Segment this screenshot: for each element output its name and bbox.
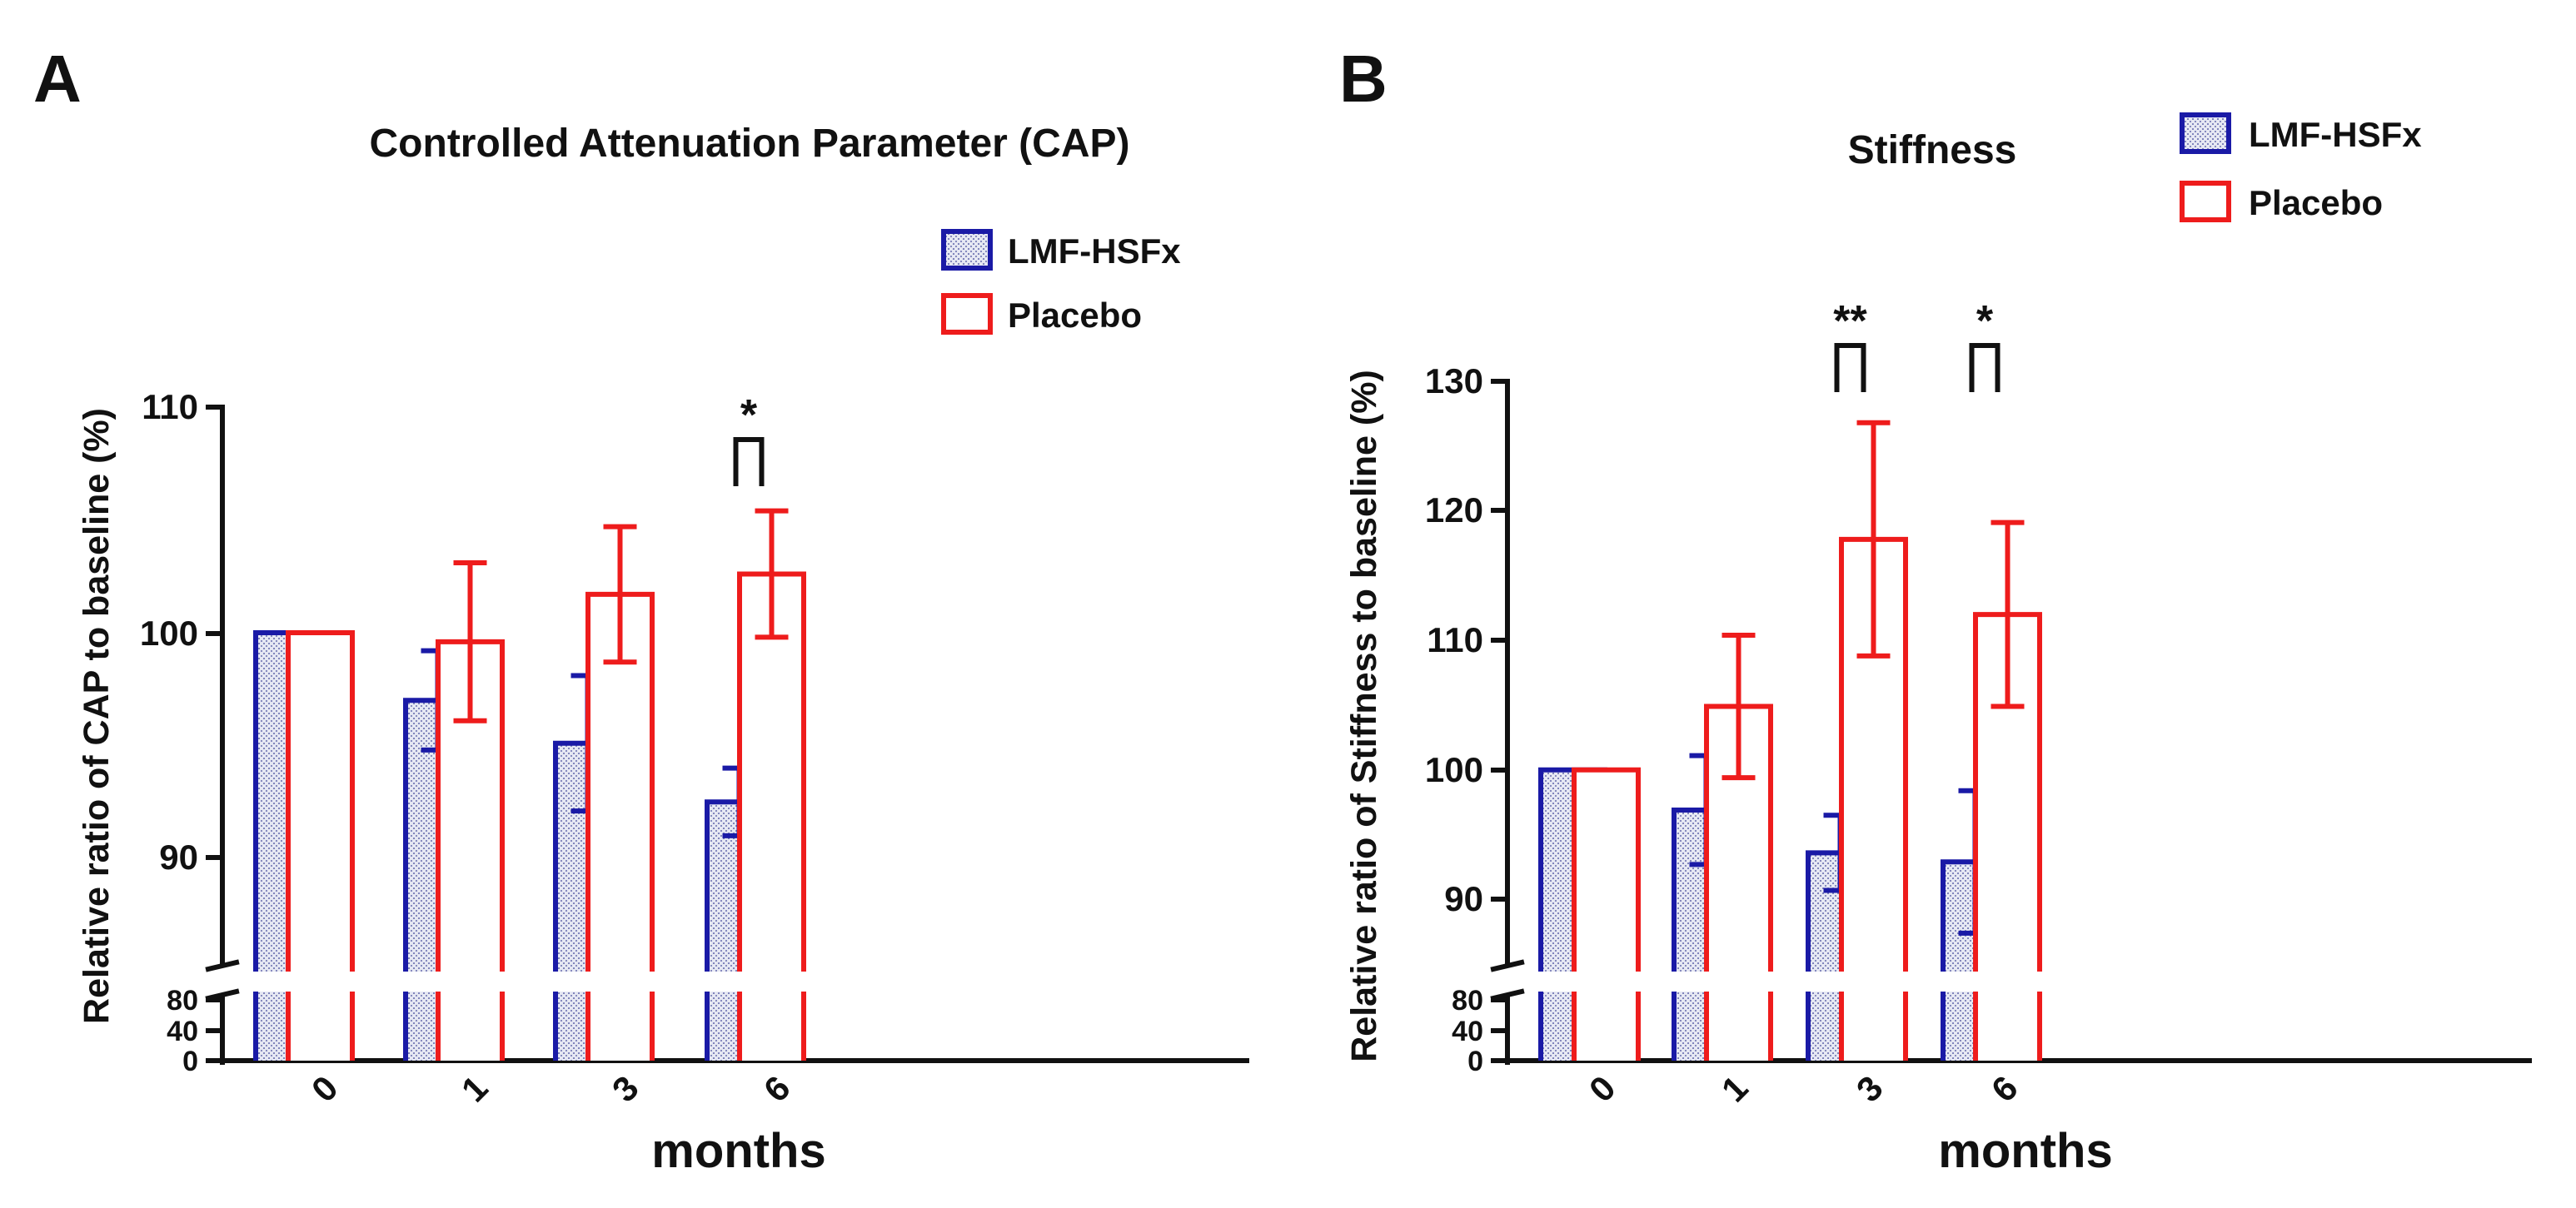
legend: LMF-HSFx Placebo	[941, 229, 1181, 335]
y-tick-label: 90	[1444, 879, 1483, 918]
significance-label: **	[1833, 297, 1867, 345]
panel-b: B Stiffness LMF-HSFx Placebo Relative ra…	[1339, 42, 2532, 1178]
significance-bracket	[1969, 343, 2001, 392]
significance-label: *	[1976, 297, 1994, 345]
axis-break-gap	[1837, 972, 1910, 992]
y-tick-label: 130	[1425, 361, 1483, 400]
y-tick-label: 0	[182, 1046, 198, 1077]
x-tick-label: 0	[304, 1068, 346, 1110]
significance-bracket	[1834, 343, 1866, 392]
y-axis-label: Relative ratio of CAP to baseline (%)	[77, 408, 117, 1024]
legend-label-placebo: Placebo	[1008, 296, 1142, 335]
y-tick-label: 40	[1452, 1016, 1483, 1047]
legend: LMF-HSFx Placebo	[2180, 112, 2422, 222]
y-tick-label: 90	[159, 838, 198, 877]
y-tick-label: 110	[142, 387, 198, 426]
bar-fill-placebo	[288, 633, 352, 1061]
legend-swatch-placebo	[941, 293, 993, 335]
panel-a: A Controlled Attenuation Parameter (CAP)…	[33, 42, 1249, 1178]
y-axis-label: Relative ratio of Stiffness to baseline …	[1344, 370, 1384, 1062]
bar-placebo-0	[1572, 767, 1641, 1061]
y-tick-label: 80	[1452, 985, 1483, 1017]
x-tick-label: 1	[454, 1068, 496, 1110]
y-tick-label: 40	[167, 1016, 198, 1047]
axis-break-gap	[1702, 972, 1775, 992]
y-axis	[205, 405, 240, 1065]
y-tick-label: 100	[140, 614, 198, 653]
legend-swatch-lmf-hsfx	[941, 229, 993, 271]
x-tick-label: 0	[1582, 1068, 1623, 1110]
axis-break-gap	[584, 972, 656, 992]
significance-marks: ** *	[1833, 297, 2001, 392]
chart-title: Stiffness	[1848, 128, 2017, 172]
legend-label-lmf-hsfx: LMF-HSFx	[2249, 115, 2422, 154]
axis-break-gap	[284, 972, 356, 992]
x-ticks: 0 1 3 6	[304, 1068, 798, 1110]
y-tick-label: 80	[167, 985, 198, 1017]
legend-label-placebo: Placebo	[2249, 183, 2383, 222]
significance-marks: *	[733, 391, 765, 486]
axis-break-gap	[735, 972, 808, 992]
x-axis-label: months	[651, 1124, 825, 1178]
x-axis-label: months	[1938, 1124, 2112, 1178]
legend-swatch-lmf-hsfx	[2180, 112, 2231, 154]
legend-label-lmf-hsfx: LMF-HSFx	[1008, 231, 1181, 271]
x-ticks: 0 1 3 6	[1582, 1068, 2025, 1110]
bar-fill-placebo	[1574, 769, 1638, 1061]
x-tick-label: 3	[605, 1068, 646, 1110]
y-tick-label: 120	[1425, 490, 1483, 529]
axis-break-gap	[1971, 972, 2044, 992]
bar-placebo-0	[286, 630, 355, 1061]
panel-letter-b: B	[1339, 42, 1388, 116]
bars	[252, 508, 808, 1061]
x-tick-label: 6	[1984, 1068, 2025, 1110]
axis-break-gap	[434, 972, 506, 992]
significance-bracket	[733, 437, 765, 486]
y-tick-label: 0	[1467, 1046, 1483, 1077]
chart-title: Controlled Attenuation Parameter (CAP)	[370, 122, 1130, 166]
significance-label: *	[740, 391, 758, 440]
bars	[1537, 420, 2044, 1061]
x-tick-label: 6	[756, 1068, 798, 1110]
y-axis	[1490, 379, 1525, 1065]
x-tick-label: 3	[1849, 1068, 1891, 1110]
x-tick-label: 1	[1714, 1068, 1756, 1110]
y-tick-label: 110	[1427, 620, 1483, 659]
axis-break-gap	[1570, 972, 1642, 992]
y-tick-label: 100	[1425, 750, 1483, 789]
legend-swatch-placebo	[2180, 181, 2231, 222]
panel-letter-a: A	[33, 42, 82, 116]
